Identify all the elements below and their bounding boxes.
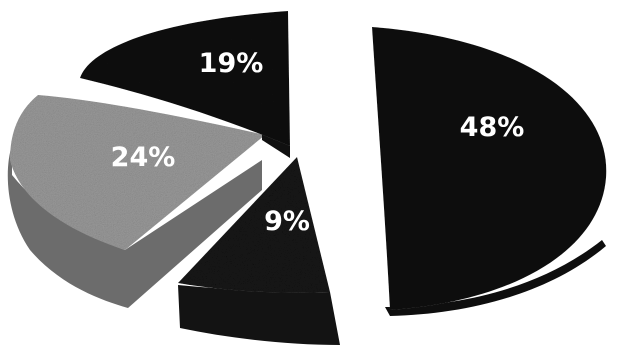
pie-slice-24: 24% bbox=[7, 95, 265, 308]
pie-slice-48-label: 48% bbox=[460, 112, 525, 143]
pie-slice-9-label: 9% bbox=[264, 206, 310, 237]
pie-slice-48-top bbox=[372, 27, 607, 310]
pie-slice-9-side bbox=[178, 285, 340, 345]
pie-slice-48: 48% bbox=[372, 27, 607, 316]
pie-slice-19-label: 19% bbox=[199, 48, 264, 79]
pie-slice-24-top bbox=[10, 95, 265, 250]
pie-slice-24-side bbox=[7, 145, 263, 308]
pie-slice-24-label: 24% bbox=[111, 142, 176, 173]
pie-slice-19: 19% bbox=[80, 11, 290, 158]
pie-slice-19-top bbox=[80, 11, 290, 146]
pie-slice-9-top bbox=[178, 157, 330, 293]
pie-slice-9: 9% bbox=[178, 157, 340, 345]
